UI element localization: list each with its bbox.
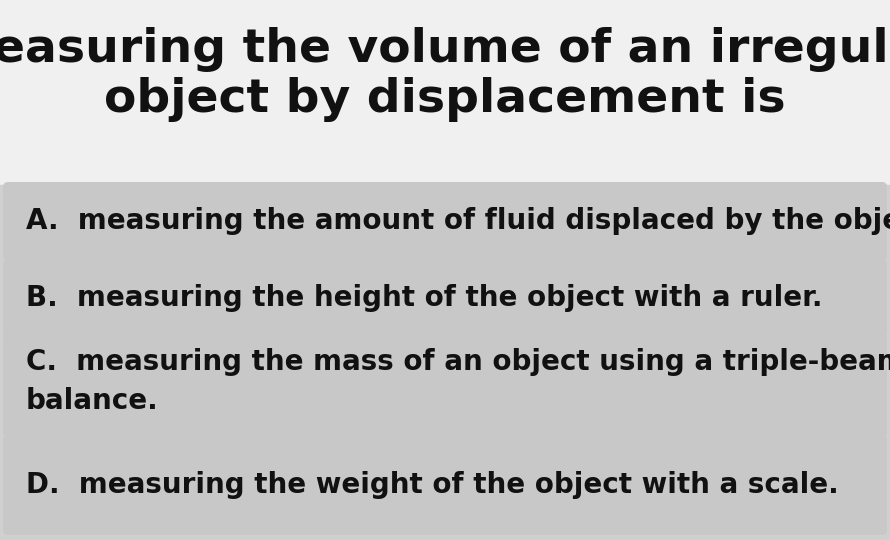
Text: object by displacement is: object by displacement is (104, 78, 786, 123)
Text: Measuring the volume of an irregular: Measuring the volume of an irregular (0, 28, 890, 72)
FancyBboxPatch shape (3, 182, 887, 260)
Text: C.  measuring the mass of an object using a triple-beam
balance.: C. measuring the mass of an object using… (26, 348, 890, 415)
FancyBboxPatch shape (3, 334, 887, 437)
Text: A.  measuring the amount of fluid displaced by the object.: A. measuring the amount of fluid displac… (26, 207, 890, 235)
Text: D.  measuring the weight of the object with a scale.: D. measuring the weight of the object wi… (26, 471, 838, 499)
Bar (0, 185, 890, 540)
Text: B.  measuring the height of the object with a ruler.: B. measuring the height of the object wi… (26, 284, 822, 312)
FancyBboxPatch shape (3, 259, 887, 337)
FancyBboxPatch shape (3, 435, 887, 535)
Bar (0, 0, 890, 185)
